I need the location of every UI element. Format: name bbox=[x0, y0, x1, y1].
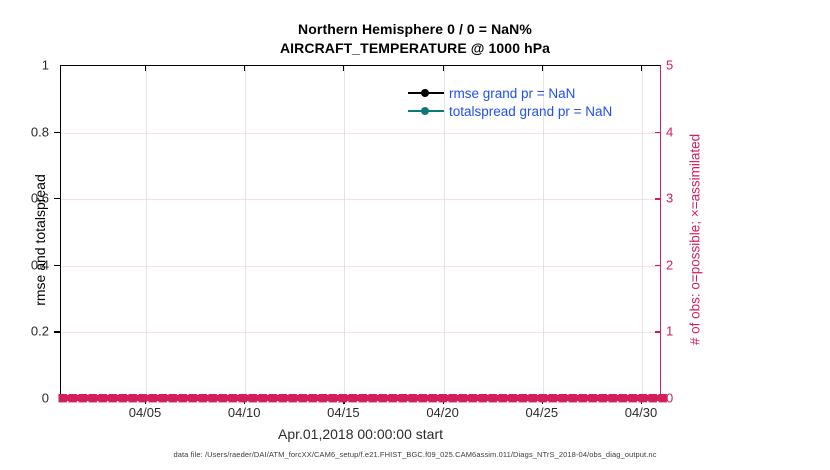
y-tick-label-right: 5 bbox=[666, 57, 674, 73]
y-tick-right bbox=[655, 331, 661, 333]
x-tick-label: 04/10 bbox=[227, 405, 261, 420]
data-file-caption: data file: /Users/raeder/DAI/ATM_forcXX/… bbox=[173, 450, 657, 459]
chart-title-block: Northern Hemisphere 0 / 0 = NaN% AIRCRAF… bbox=[0, 20, 830, 58]
y-axis-left-title: rmse and totalspread bbox=[32, 174, 48, 306]
legend-line-marker-totalspread-icon bbox=[408, 105, 444, 117]
x-tick bbox=[541, 398, 543, 404]
y-tick-right bbox=[655, 264, 661, 267]
x-tick-top bbox=[244, 65, 246, 71]
y-tick-left bbox=[54, 198, 60, 200]
gridline-horizontal bbox=[61, 199, 660, 201]
gridline-horizontal bbox=[61, 332, 660, 334]
x-tick bbox=[442, 398, 444, 404]
legend-line-marker-rmse-icon bbox=[408, 87, 444, 99]
legend-label-totalspread: totalspread grand pr = NaN bbox=[449, 103, 613, 119]
legend-item-totalspread[interactable]: totalspread grand pr = NaN bbox=[408, 102, 612, 120]
y-tick-label-left: 0.6 bbox=[30, 190, 49, 206]
x-tick-label: 04/25 bbox=[525, 405, 559, 420]
legend-label-rmse: rmse grand pr = NaN bbox=[449, 85, 576, 101]
y-tick-label-left: 0 bbox=[41, 390, 49, 406]
x-tick-top bbox=[541, 65, 543, 71]
plot-area bbox=[60, 65, 661, 398]
y-tick-right bbox=[655, 131, 661, 133]
y-tick-label-left: 0.2 bbox=[30, 323, 49, 339]
x-tick bbox=[244, 398, 246, 404]
y-tick-label-left: 0.8 bbox=[30, 124, 49, 140]
x-tick-label: 04/30 bbox=[624, 405, 658, 420]
x-tick-label: 04/20 bbox=[426, 405, 459, 420]
y-tick-label-right: 0 bbox=[666, 390, 674, 406]
y-tick-label-right: 2 bbox=[666, 257, 674, 273]
gridline-vertical bbox=[344, 66, 346, 397]
y-tick-left bbox=[54, 331, 60, 333]
x-tick bbox=[641, 398, 643, 404]
gridline-vertical bbox=[245, 66, 247, 397]
y-tick-left bbox=[54, 264, 60, 266]
legend-item-rmse[interactable]: rmse grand pr = NaN bbox=[408, 84, 612, 102]
x-tick bbox=[145, 398, 147, 404]
y-tick-label-right: 3 bbox=[666, 190, 674, 206]
x-tick-top bbox=[442, 65, 444, 71]
x-tick-top bbox=[145, 65, 146, 71]
x-axis-title: Apr.01,2018 00:00:00 start bbox=[277, 426, 443, 442]
gridline-vertical bbox=[642, 66, 643, 397]
page-title: Northern Hemisphere 0 / 0 = NaN% bbox=[298, 21, 532, 37]
gridline-horizontal bbox=[61, 132, 660, 134]
y-tick-right bbox=[655, 198, 661, 200]
y-tick-label-right: 4 bbox=[666, 124, 674, 140]
y-axis-right-title: # of obs: o=possible; ×=assimilated bbox=[687, 133, 703, 346]
chart-subtitle: AIRCRAFT_TEMPERATURE @ 1000 hPa bbox=[279, 40, 551, 56]
x-tick-label: 04/15 bbox=[327, 405, 360, 420]
y-tick-label-left: 1 bbox=[41, 57, 49, 73]
y-tick-label-left: 0.4 bbox=[30, 257, 49, 273]
y-tick-label-right: 1 bbox=[666, 323, 674, 339]
x-tick bbox=[343, 398, 345, 404]
y-tick-left bbox=[54, 131, 60, 133]
gridline-vertical bbox=[443, 66, 445, 397]
gridline-vertical bbox=[542, 66, 544, 397]
chart-legend[interactable]: rmse grand pr = NaN totalspread grand pr… bbox=[408, 84, 612, 120]
x-tick-top bbox=[343, 65, 345, 71]
gridline-horizontal bbox=[61, 265, 660, 267]
gridline-vertical bbox=[146, 66, 147, 397]
x-tick-label: 04/05 bbox=[128, 405, 162, 420]
x-tick-top bbox=[641, 65, 642, 71]
